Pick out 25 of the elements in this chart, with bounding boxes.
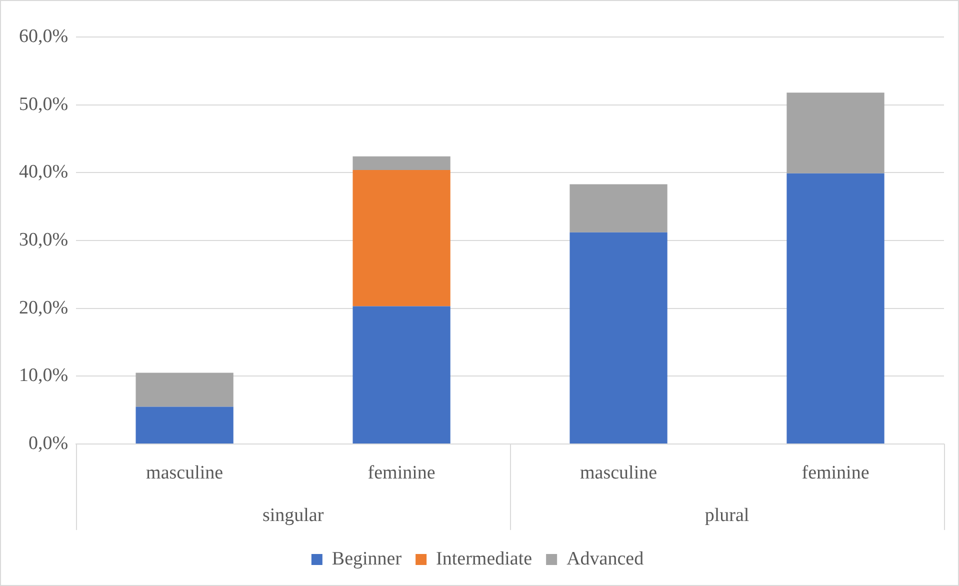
bar [786, 92, 884, 174]
y-tick-label: 10,0% [19, 365, 68, 386]
bar [570, 184, 668, 232]
x-tick-label: masculine [580, 462, 658, 484]
legend-label: Intermediate [436, 548, 532, 570]
bar [136, 406, 234, 444]
y-tick-label: 30,0% [19, 229, 68, 250]
bar [352, 170, 450, 306]
y-tick-label: 50,0% [19, 94, 68, 115]
y-tick-label: 40,0% [19, 162, 68, 183]
x-tick-label: masculine [146, 462, 224, 484]
text: singular [262, 504, 324, 526]
bar [352, 306, 450, 444]
y-tick-label: 60,0% [19, 26, 68, 47]
bar [570, 232, 668, 444]
x-tick-label: feminine [368, 462, 436, 484]
y-tick-label: 0,0% [28, 432, 68, 454]
bar [352, 156, 450, 170]
bar [786, 173, 884, 444]
y-tick-label: 20,0% [19, 297, 68, 318]
legend-label: Beginner [332, 548, 402, 570]
x-tick-label: feminine [802, 462, 870, 484]
legend-label: Advanced [566, 548, 644, 570]
bar [136, 372, 234, 407]
text: plural [704, 504, 750, 526]
